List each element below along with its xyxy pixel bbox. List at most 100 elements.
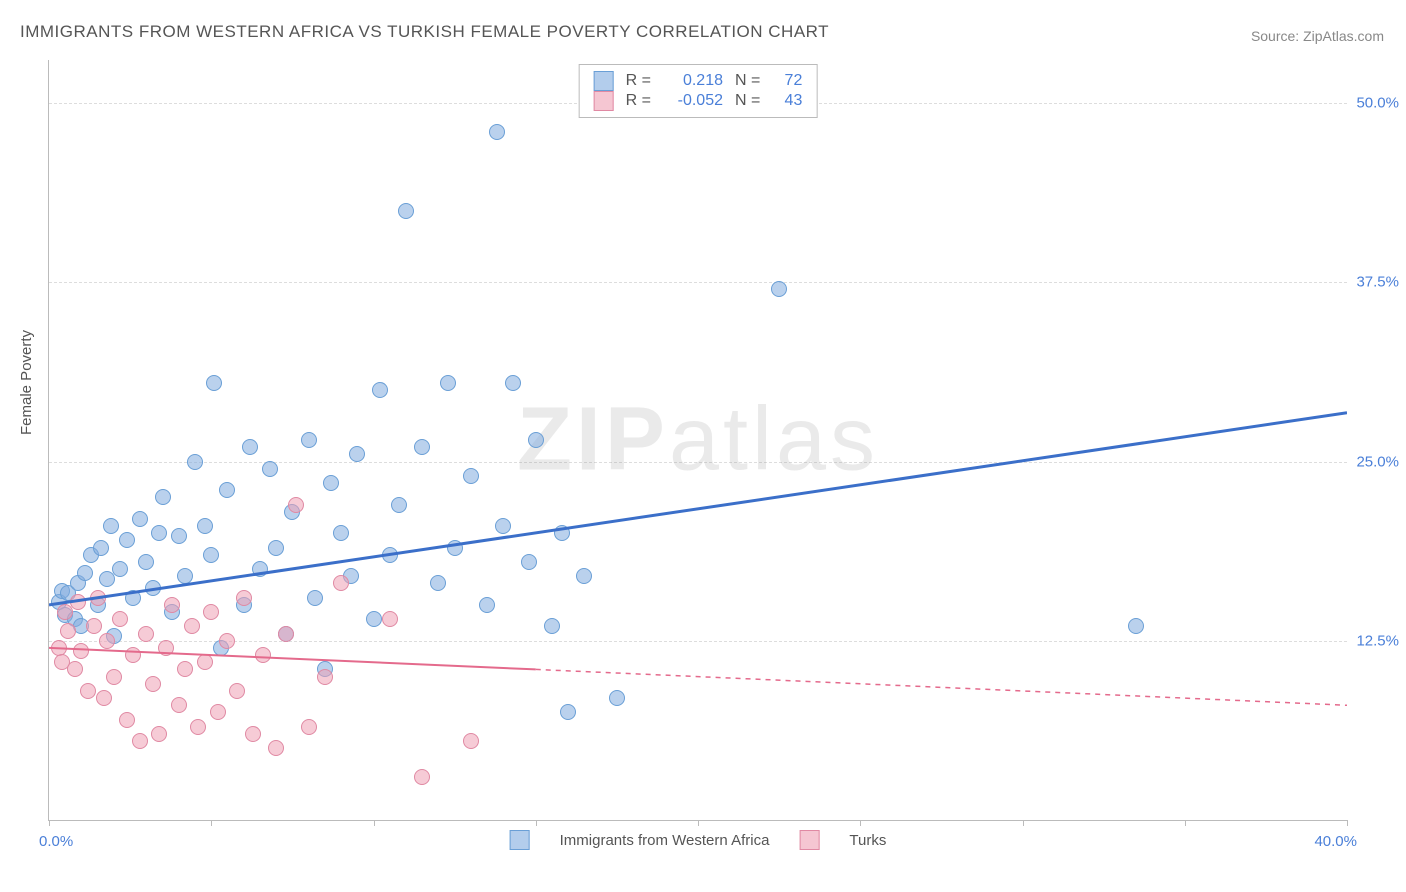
data-point-series2 xyxy=(73,643,89,659)
y-tick-label: 37.5% xyxy=(1356,274,1399,291)
data-point-series2 xyxy=(158,640,174,656)
x-tick-label-min: 0.0% xyxy=(39,833,73,850)
swatch-blue-icon xyxy=(594,71,614,91)
data-point-series2 xyxy=(236,590,252,606)
data-point-series1 xyxy=(447,540,463,556)
swatch-pink-icon xyxy=(799,830,819,850)
data-point-series1 xyxy=(203,547,219,563)
data-point-series1 xyxy=(197,518,213,534)
data-point-series1 xyxy=(495,518,511,534)
n-label: N = xyxy=(735,72,760,90)
data-point-series1 xyxy=(430,575,446,591)
data-point-series2 xyxy=(245,726,261,742)
n-label: N = xyxy=(735,92,760,110)
data-point-series1 xyxy=(219,482,235,498)
source-attribution: Source: ZipAtlas.com xyxy=(1251,28,1384,44)
data-point-series1 xyxy=(323,475,339,491)
data-point-series2 xyxy=(414,769,430,785)
data-point-series2 xyxy=(184,618,200,634)
data-point-series1 xyxy=(391,497,407,513)
data-point-series1 xyxy=(609,690,625,706)
y-tick-label: 50.0% xyxy=(1356,95,1399,112)
legend-label-2: Turks xyxy=(849,832,886,849)
data-point-series2 xyxy=(125,647,141,663)
data-point-series1 xyxy=(463,468,479,484)
data-point-series2 xyxy=(132,733,148,749)
data-point-series2 xyxy=(119,712,135,728)
x-tick xyxy=(698,820,699,826)
trend-line-dashed xyxy=(536,669,1347,705)
trend-lines xyxy=(49,60,1347,820)
data-point-series1 xyxy=(440,375,456,391)
data-point-series2 xyxy=(463,733,479,749)
data-point-series1 xyxy=(489,124,505,140)
data-point-series2 xyxy=(190,719,206,735)
data-point-series1 xyxy=(171,528,187,544)
data-point-series2 xyxy=(177,661,193,677)
data-point-series1 xyxy=(307,590,323,606)
source-link[interactable]: ZipAtlas.com xyxy=(1303,28,1384,44)
data-point-series1 xyxy=(560,704,576,720)
data-point-series1 xyxy=(77,565,93,581)
data-point-series2 xyxy=(96,690,112,706)
data-point-series1 xyxy=(125,590,141,606)
gridline-h xyxy=(49,282,1347,283)
x-tick xyxy=(1185,820,1186,826)
data-point-series2 xyxy=(382,611,398,627)
data-point-series1 xyxy=(155,489,171,505)
n-value-2: 43 xyxy=(772,92,802,110)
data-point-series2 xyxy=(90,590,106,606)
x-tick xyxy=(374,820,375,826)
data-point-series1 xyxy=(206,375,222,391)
data-point-series1 xyxy=(187,454,203,470)
correlation-legend-box: R = 0.218 N = 72 R = -0.052 N = 43 xyxy=(579,64,818,118)
source-prefix: Source: xyxy=(1251,28,1303,44)
data-point-series1 xyxy=(145,580,161,596)
r-value-2: -0.052 xyxy=(663,92,723,110)
data-point-series1 xyxy=(138,554,154,570)
data-point-series1 xyxy=(554,525,570,541)
data-point-series2 xyxy=(60,623,76,639)
data-point-series2 xyxy=(67,661,83,677)
data-point-series1 xyxy=(479,597,495,613)
data-point-series2 xyxy=(255,647,271,663)
swatch-pink-icon xyxy=(594,91,614,111)
data-point-series2 xyxy=(268,740,284,756)
data-point-series2 xyxy=(203,604,219,620)
data-point-series2 xyxy=(138,626,154,642)
x-tick xyxy=(211,820,212,826)
data-point-series1 xyxy=(366,611,382,627)
chart-plot-area: ZIPatlas R = 0.218 N = 72 R = -0.052 N =… xyxy=(48,60,1347,821)
data-point-series1 xyxy=(132,511,148,527)
data-point-series1 xyxy=(1128,618,1144,634)
data-point-series1 xyxy=(771,281,787,297)
data-point-series2 xyxy=(301,719,317,735)
r-value-1: 0.218 xyxy=(663,72,723,90)
data-point-series1 xyxy=(252,561,268,577)
data-point-series2 xyxy=(171,697,187,713)
data-point-series1 xyxy=(372,382,388,398)
x-tick xyxy=(1347,820,1348,826)
data-point-series1 xyxy=(349,446,365,462)
data-point-series2 xyxy=(278,626,294,642)
data-point-series1 xyxy=(528,432,544,448)
correlation-row-series2: R = -0.052 N = 43 xyxy=(594,91,803,111)
data-point-series1 xyxy=(382,547,398,563)
y-tick-label: 12.5% xyxy=(1356,632,1399,649)
data-point-series1 xyxy=(177,568,193,584)
data-point-series2 xyxy=(51,640,67,656)
data-point-series2 xyxy=(70,594,86,610)
data-point-series2 xyxy=(112,611,128,627)
data-point-series2 xyxy=(99,633,115,649)
data-point-series2 xyxy=(317,669,333,685)
data-point-series1 xyxy=(576,568,592,584)
swatch-blue-icon xyxy=(510,830,530,850)
r-label: R = xyxy=(626,92,651,110)
data-point-series1 xyxy=(414,439,430,455)
data-point-series2 xyxy=(219,633,235,649)
x-tick xyxy=(1023,820,1024,826)
x-tick xyxy=(860,820,861,826)
data-point-series1 xyxy=(398,203,414,219)
y-axis-title: Female Poverty xyxy=(18,330,35,435)
data-point-series1 xyxy=(301,432,317,448)
